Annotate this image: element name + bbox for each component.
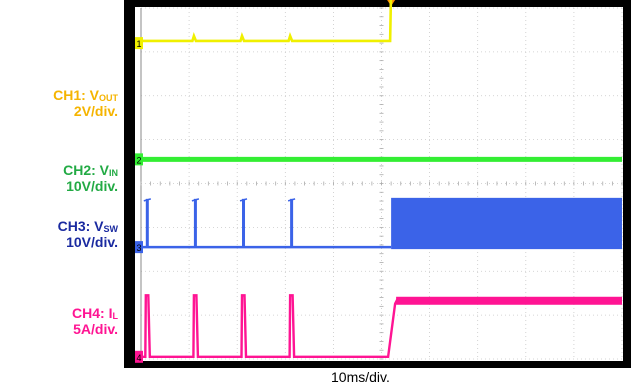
ch1-ground-marker-text: 1 [136, 39, 141, 49]
ch3-label: CH3: VSW 10V/div. [58, 218, 118, 250]
ch4-ground-marker-text: 4 [136, 353, 141, 363]
ch3-pulse-tip [239, 198, 248, 202]
ch2-scale-text: 10V/div. [66, 178, 118, 194]
ch1-trace [141, 0, 393, 43]
ch2-ground-marker-text: 2 [136, 155, 141, 165]
ch2-name-text: CH2: VIN [63, 162, 118, 178]
traces [141, 0, 622, 359]
ch3-pulse-tip [143, 198, 152, 202]
ch4-noise-band [396, 296, 622, 305]
ch4-trace [141, 294, 622, 359]
ch3-pulse-tip [287, 198, 296, 202]
ch2-ground-marker [135, 153, 143, 166]
ch3-pulse [242, 198, 246, 248]
ch3-pulse-tip [191, 198, 200, 202]
ch3-scale-text: 10V/div. [66, 234, 118, 250]
ch3-ground-marker [135, 241, 143, 254]
ch3-switching-band [391, 197, 622, 250]
ch3-pulse [193, 198, 197, 248]
x-axis-label: 10ms/div. [331, 369, 390, 385]
ch1-label: CH1: VOUT 2V/div. [53, 87, 118, 119]
channel-markers: 1 2 3 4 [135, 37, 143, 363]
ch4-ground-marker [135, 350, 143, 363]
ch2-label: CH2: VIN 10V/div. [63, 162, 118, 194]
ch4-scale-text: 5A/div. [73, 321, 118, 337]
ch2-trace [141, 156, 622, 162]
ch3-pulse [145, 198, 149, 248]
ch1-ground-marker [135, 37, 143, 50]
ch4-name-text: CH4: IL [72, 305, 118, 321]
ch1-scale-text: 2V/div. [73, 103, 118, 119]
ch3-pulse [290, 198, 294, 248]
ch1-name-text: CH1: VOUT [53, 87, 118, 103]
ch3-name-text: CH3: VSW [57, 218, 118, 234]
ch4-label: CH4: IL 5A/div. [72, 305, 118, 337]
ch3-ground-marker-text: 3 [136, 243, 141, 253]
